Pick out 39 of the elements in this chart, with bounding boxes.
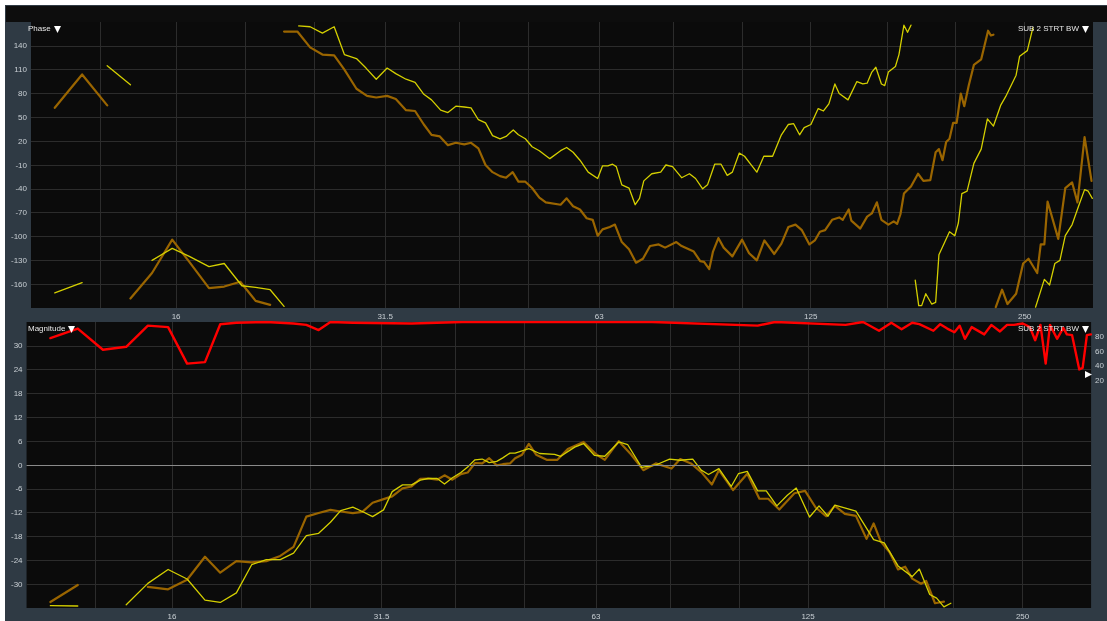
y-tick-label: 24 — [13, 365, 24, 375]
y-tick-label: 30 — [13, 341, 24, 351]
y-tick-label: -160 — [11, 279, 28, 289]
y-tick-label: -24 — [11, 555, 24, 565]
x-tick-label: 31.5 — [377, 311, 394, 321]
chart-title: Phase — [28, 24, 51, 34]
y-tick-label: -10 — [15, 160, 28, 170]
y2-tick-label: 40 — [1095, 361, 1105, 371]
y-tick-label: 110 — [14, 65, 28, 75]
x-tick-label: 16 — [167, 611, 177, 621]
y-tick-label: 80 — [18, 89, 28, 98]
x-tick-label: 63 — [594, 311, 605, 321]
x-tick-label: 16 — [171, 311, 182, 321]
y-tick-label: -70 — [15, 208, 28, 218]
y-tick-label: -12 — [11, 508, 24, 518]
y-tick-label: -40 — [15, 184, 28, 194]
annotation: SUB 2 STRT BW — [1017, 24, 1079, 34]
y-tick-label: 12 — [13, 412, 24, 422]
y-tick-label: 6 — [18, 436, 24, 446]
y-tick-label: -30 — [11, 579, 24, 589]
y-tick-label: -130 — [11, 255, 28, 265]
y-tick-label: -100 — [11, 232, 28, 241]
y2-tick-label: 60 — [1095, 346, 1105, 356]
y-tick-label: -18 — [11, 532, 24, 541]
x-tick-label: 250 — [1017, 311, 1032, 321]
x-tick-label: 125 — [801, 611, 816, 621]
x-tick-label: 63 — [591, 611, 602, 621]
y-tick-label: 140 — [13, 41, 28, 51]
y-tick-label: 0 — [18, 460, 24, 470]
x-tick-label: 31.5 — [373, 611, 390, 621]
y-tick-label: 50 — [18, 112, 28, 122]
chart-title: Magnitude — [28, 324, 66, 334]
x-tick-label: 250 — [1015, 611, 1030, 621]
y2-tick-label: 20 — [1095, 375, 1105, 385]
x-tick-label: 125 — [803, 311, 818, 321]
y-tick-label: 18 — [13, 389, 24, 398]
y2-tick-label: 80 — [1095, 332, 1105, 342]
y-tick-label: -6 — [15, 484, 24, 494]
y-tick-label: 20 — [18, 136, 28, 146]
